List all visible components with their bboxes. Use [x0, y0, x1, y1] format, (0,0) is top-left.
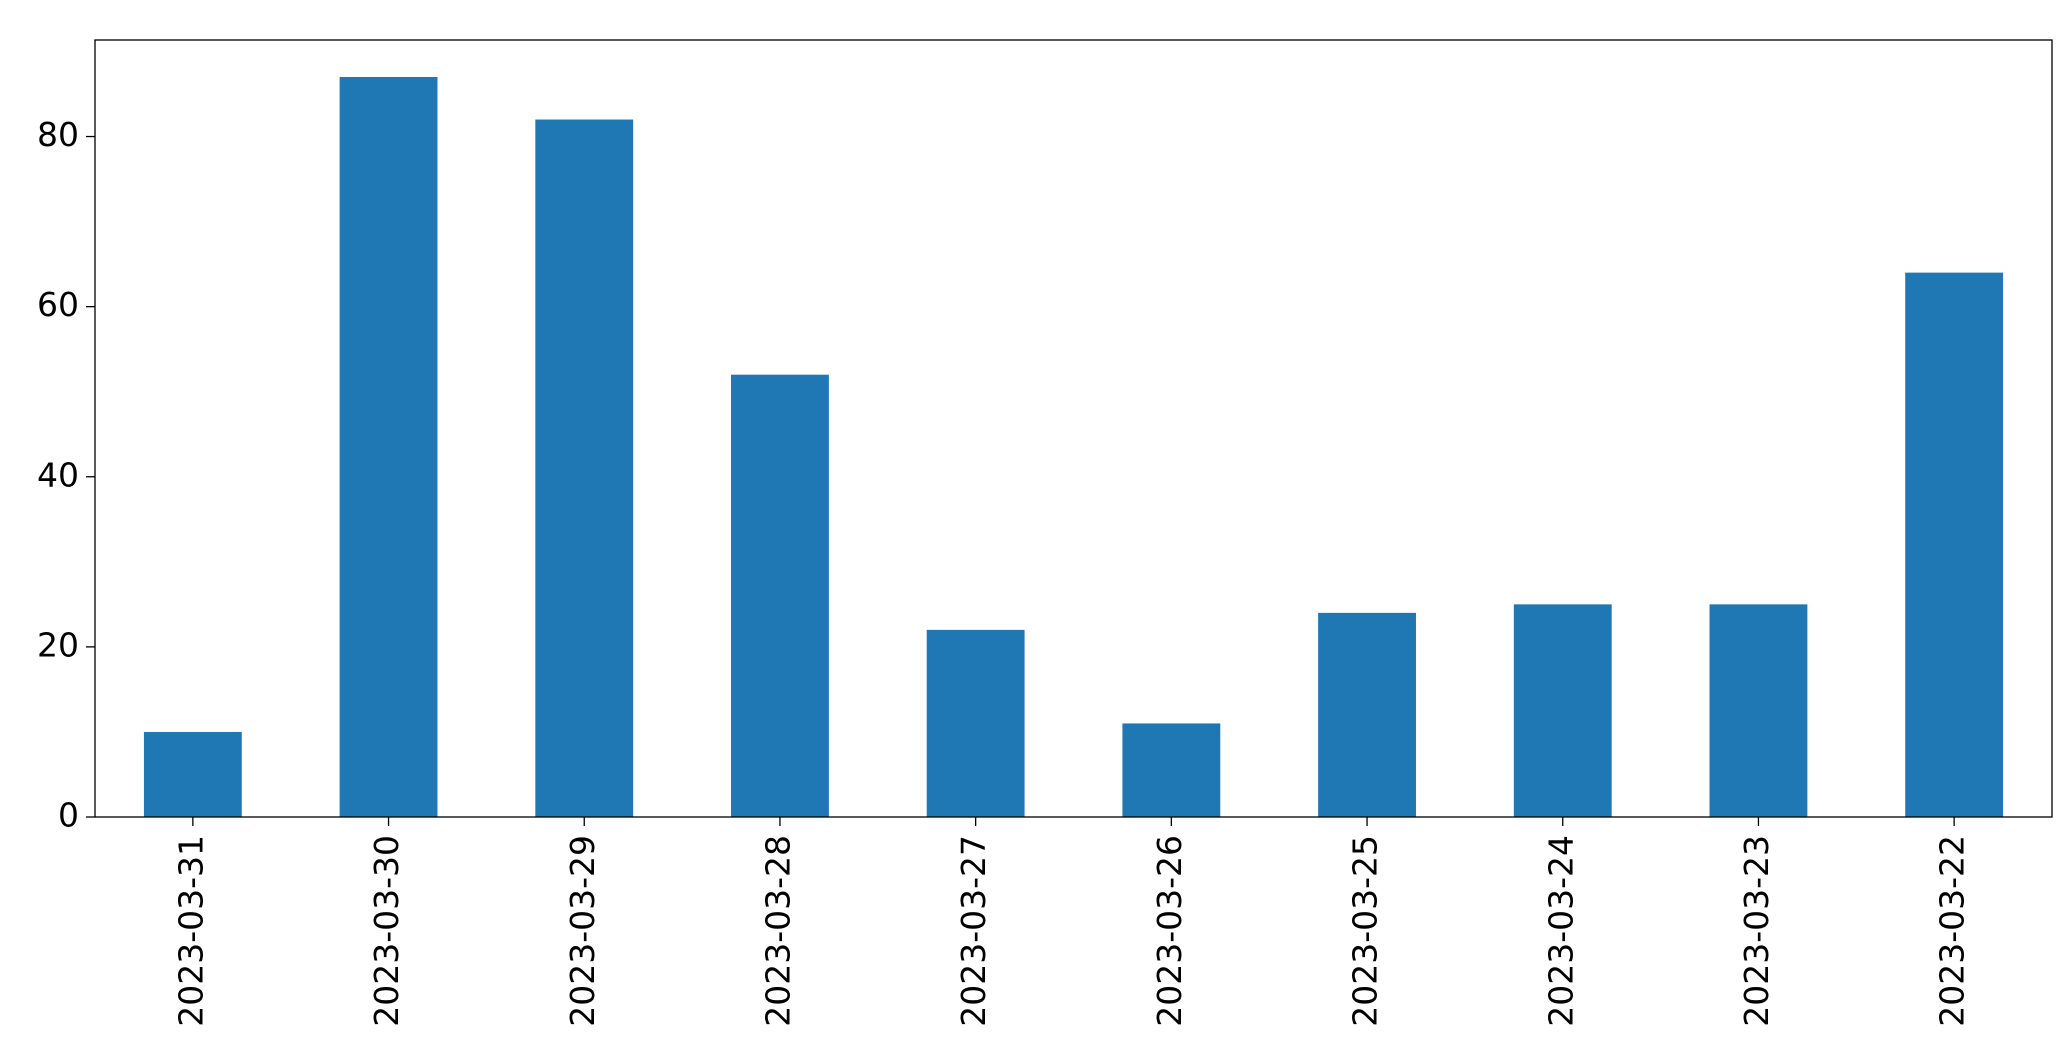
bar [535, 119, 634, 817]
x-tick-label: 2023-03-26 [1150, 835, 1189, 1027]
bar [143, 731, 242, 817]
bar [1905, 272, 2004, 817]
y-tick-label: 80 [37, 115, 79, 154]
x-tick-label: 2023-03-23 [1737, 835, 1776, 1027]
x-tick-label: 2023-03-29 [563, 835, 602, 1027]
bar [339, 77, 438, 817]
x-tick-label: 2023-03-22 [1933, 835, 1972, 1027]
x-tick-label: 2023-03-31 [171, 835, 210, 1027]
x-tick-label: 2023-03-25 [1346, 835, 1385, 1027]
y-tick-label: 40 [37, 455, 79, 494]
bar [1122, 723, 1221, 817]
bar [1709, 604, 1808, 817]
x-tick-label: 2023-03-27 [954, 835, 993, 1027]
x-tick-label: 2023-03-30 [367, 835, 406, 1027]
x-tick-label: 2023-03-24 [1541, 835, 1580, 1027]
bar [1318, 612, 1416, 817]
y-tick-label: 20 [37, 625, 79, 664]
bar [926, 629, 1025, 817]
plot-frame [94, 39, 2053, 818]
bar [731, 374, 829, 817]
bar [1513, 604, 1612, 817]
x-tick-label: 2023-03-28 [758, 835, 797, 1027]
y-tick-label: 60 [37, 285, 79, 324]
y-tick-label: 0 [58, 796, 79, 835]
